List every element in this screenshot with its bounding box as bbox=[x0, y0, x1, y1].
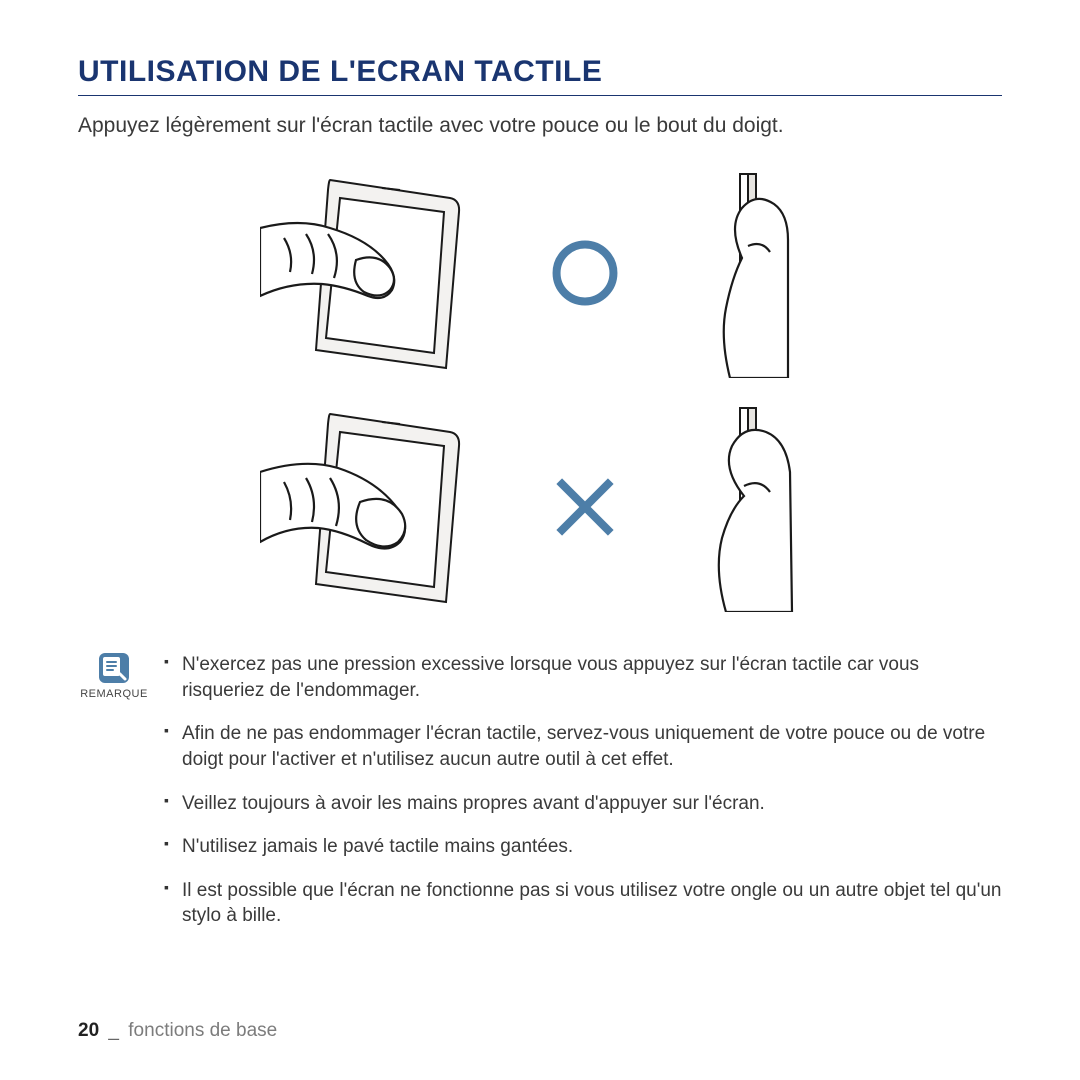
note-icon bbox=[98, 652, 130, 684]
remark-icon-column: REMARQUE bbox=[78, 652, 150, 700]
remark-bullets: N'exercez pas une pression excessive lor… bbox=[164, 652, 1002, 947]
bullet-item: Afin de ne pas endommager l'écran tactil… bbox=[164, 721, 1002, 772]
incorrect-icon bbox=[540, 462, 630, 552]
device-side-thumb-press bbox=[670, 402, 820, 612]
page-footer: 20 _ fonctions de base bbox=[78, 1020, 277, 1042]
remark-section: REMARQUE N'exercez pas une pression exce… bbox=[78, 652, 1002, 947]
remark-label: REMARQUE bbox=[80, 688, 148, 700]
device-front-thumb-press bbox=[260, 402, 500, 612]
page-title: UTILISATION DE L'ECRAN TACTILE bbox=[78, 55, 1002, 96]
device-side-thumb-tap bbox=[670, 168, 820, 378]
section-name: fonctions de base bbox=[128, 1020, 277, 1041]
bullet-item: Il est possible que l'écran ne fonctionn… bbox=[164, 878, 1002, 929]
bullet-item: Veillez toujours à avoir les mains propr… bbox=[164, 791, 1002, 817]
intro-text: Appuyez légèrement sur l'écran tactile a… bbox=[78, 114, 1002, 138]
illustration-row-incorrect bbox=[160, 402, 920, 612]
bullet-item: N'exercez pas une pression excessive lor… bbox=[164, 652, 1002, 703]
bullet-item: N'utilisez jamais le pavé tactile mains … bbox=[164, 834, 1002, 860]
illustration-block bbox=[160, 168, 920, 612]
illustration-row-correct bbox=[160, 168, 920, 378]
device-front-thumb-tap bbox=[260, 168, 500, 378]
footer-separator: _ bbox=[108, 1020, 119, 1041]
correct-icon bbox=[540, 228, 630, 318]
manual-page: UTILISATION DE L'ECRAN TACTILE Appuyez l… bbox=[0, 0, 1080, 1080]
page-number: 20 bbox=[78, 1020, 99, 1041]
